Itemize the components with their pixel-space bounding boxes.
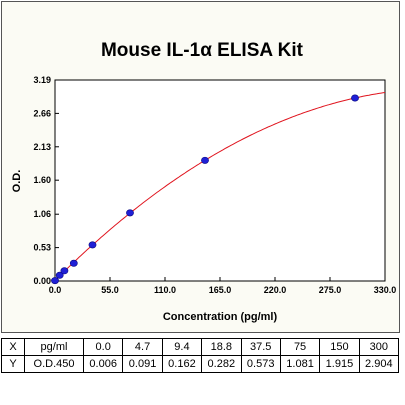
data-point	[51, 277, 59, 285]
y-tick-label: 3.19	[33, 75, 51, 85]
data-table: X pg/ml 0.0 4.7 9.4 18.8 37.5 75 150 300…	[1, 338, 400, 373]
y-tick-label: 0.53	[33, 243, 51, 253]
row-unit: pg/ml	[24, 338, 84, 356]
row-head: X	[1, 338, 25, 356]
y-tick-label: 1.60	[33, 175, 51, 185]
data-point	[60, 267, 69, 275]
x-tick-label: 165.0	[209, 285, 232, 295]
table-cell: 150	[319, 338, 360, 356]
table-row-x: X pg/ml 0.0 4.7 9.4 18.8 37.5 75 150 300	[1, 338, 400, 356]
y-tick-label: 0.00	[33, 276, 51, 286]
table-cell: 4.7	[122, 338, 163, 356]
table-cell: 2.904	[358, 355, 400, 373]
table-cell: 0.162	[161, 355, 203, 373]
data-point	[351, 94, 359, 102]
x-tick-label: 330.0	[374, 285, 397, 295]
x-tick-label: 220.0	[264, 285, 287, 295]
table-row-y: Y O.D.450 0.006 0.091 0.162 0.282 0.573 …	[1, 355, 400, 373]
x-tick-label: 275.0	[319, 285, 342, 295]
table-cell: 9.4	[161, 338, 203, 356]
data-point	[69, 259, 78, 267]
table-cell: 0.091	[122, 355, 163, 373]
table-cell: 0.006	[82, 355, 124, 373]
table-cell: 1.081	[279, 355, 321, 373]
row-unit: O.D.450	[24, 355, 84, 373]
table-cell: 0.0	[82, 338, 124, 356]
data-point	[201, 156, 209, 164]
y-axis-label: O.D.	[11, 170, 23, 193]
y-tick-label: 2.66	[33, 108, 51, 118]
data-point	[88, 241, 97, 249]
data-points	[51, 94, 359, 285]
plot-area	[54, 79, 386, 282]
chart-svg: Mouse IL-1α ELISA Kit 0.00 0.53 1.06 1.60 2.…	[11, 40, 397, 323]
table-cell: 0.573	[240, 355, 281, 373]
data-point	[126, 209, 134, 217]
chart-title: Mouse IL-1α ELISA Kit	[101, 40, 304, 61]
x-tick-label: 110.0	[154, 285, 176, 295]
x-tick-label: 55.0	[101, 285, 119, 295]
x-tick-label: 0.0	[49, 285, 62, 295]
table-cell: 75	[279, 338, 321, 356]
data-point	[55, 271, 64, 279]
table-cell: 0.282	[201, 355, 242, 373]
table-cell: 300	[358, 338, 400, 356]
table-cell: 37.5	[240, 338, 281, 356]
table-cell: 18.8	[201, 338, 242, 356]
table-cell: 1.915	[319, 355, 360, 373]
row-head: Y	[1, 355, 25, 373]
fit-curve	[54, 92, 386, 281]
y-tick-label: 2.13	[33, 142, 51, 152]
x-axis-label: Concentration (pg/ml)	[163, 311, 278, 323]
y-tick-label: 1.06	[33, 209, 51, 219]
